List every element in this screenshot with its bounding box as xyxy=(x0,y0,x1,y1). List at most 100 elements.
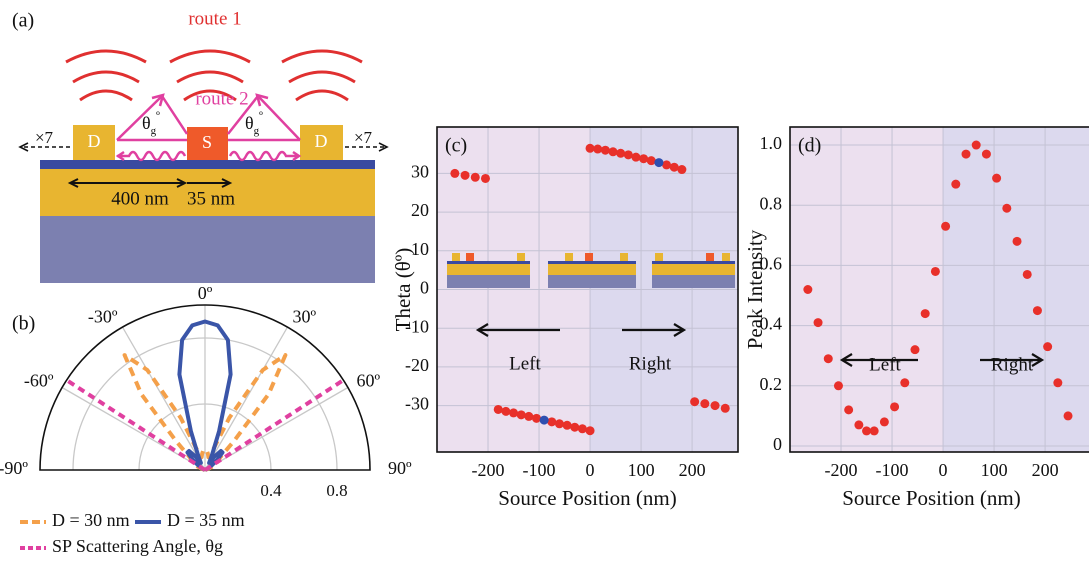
arc xyxy=(66,51,146,100)
panel-label: (b) xyxy=(12,313,35,335)
inset-block xyxy=(452,253,460,261)
y-tick-label: -30 xyxy=(405,394,429,414)
x-axis-label: Source Position (nm) xyxy=(842,486,1021,510)
data-point xyxy=(844,405,853,414)
x-tick-label: -100 xyxy=(523,460,556,480)
data-point xyxy=(601,146,610,155)
panel-label: (d) xyxy=(798,135,821,157)
data-point xyxy=(524,412,533,421)
theta-tick-label: -60º xyxy=(24,371,54,391)
annotation: Right xyxy=(629,353,672,374)
data-point xyxy=(631,153,640,162)
substrate xyxy=(40,216,375,283)
source-label: S xyxy=(202,132,212,152)
angle-sub: g xyxy=(254,125,260,137)
data-point xyxy=(880,417,889,426)
panel-label: (c) xyxy=(445,135,467,157)
annotation: Right xyxy=(991,354,1034,375)
data-point xyxy=(921,309,930,318)
data-point xyxy=(1043,342,1052,351)
angle-sup: º xyxy=(156,109,160,123)
inset-substrate xyxy=(447,275,530,288)
data-point xyxy=(854,420,863,429)
data-point xyxy=(677,165,686,174)
data-point xyxy=(931,267,940,276)
data-point xyxy=(654,158,663,167)
data-point xyxy=(586,426,595,435)
theta-tick-label: 0º xyxy=(198,283,213,303)
data-point xyxy=(570,423,579,432)
data-point xyxy=(992,174,1001,183)
x-tick-label: 200 xyxy=(1032,460,1059,480)
grid-spoke xyxy=(205,327,288,470)
x-tick-label: 0 xyxy=(586,460,595,480)
annotation: Left xyxy=(869,354,901,375)
route-label: route 2 xyxy=(195,88,248,109)
legend-label: D = 35 nm xyxy=(167,510,245,530)
data-point xyxy=(532,414,541,423)
y-tick-label: 0 xyxy=(773,434,782,454)
data-point xyxy=(517,410,526,419)
data-point xyxy=(662,160,671,169)
inset-block xyxy=(466,253,474,261)
x-tick-label: -200 xyxy=(472,460,505,480)
data-point xyxy=(803,285,812,294)
theta-tick-label: -30º xyxy=(88,307,118,327)
data-point xyxy=(616,149,625,158)
data-point xyxy=(862,426,871,435)
panel-label: (a) xyxy=(12,10,34,32)
angle-symbol: θ xyxy=(245,113,254,133)
x-tick-label: 100 xyxy=(981,460,1008,480)
data-point xyxy=(824,354,833,363)
inset-substrate xyxy=(652,275,735,288)
data-point xyxy=(481,174,490,183)
background-right xyxy=(943,127,1089,452)
theta-tick-label: 30º xyxy=(293,307,317,327)
metal-film xyxy=(40,160,375,169)
y-tick-label: 0 xyxy=(420,278,429,298)
data-point xyxy=(578,424,587,433)
x-tick-label: -100 xyxy=(876,460,909,480)
repeat-label: ×7 xyxy=(354,128,373,147)
x-tick-label: 100 xyxy=(628,460,655,480)
data-point xyxy=(962,150,971,159)
inset-gold xyxy=(548,264,636,275)
dimension-label: 35 nm xyxy=(187,188,235,209)
repeat-label: ×7 xyxy=(35,128,54,147)
data-point xyxy=(690,397,699,406)
inset-film xyxy=(447,261,530,264)
data-point xyxy=(721,404,730,413)
data-point xyxy=(540,416,549,425)
data-point xyxy=(1013,237,1022,246)
inset-film xyxy=(548,261,636,264)
wave xyxy=(230,152,299,160)
data-point xyxy=(982,150,991,159)
inset-block xyxy=(620,253,628,261)
x-axis-label: Source Position (nm) xyxy=(498,486,677,510)
angle-label: θgº xyxy=(142,109,160,137)
data-point xyxy=(700,399,709,408)
data-point xyxy=(494,405,503,414)
data-point xyxy=(1033,306,1042,315)
inset-gold xyxy=(447,264,530,275)
y-tick-label: 1.0 xyxy=(760,133,783,153)
inset-substrate xyxy=(548,275,636,288)
r-tick-label: 0.4 xyxy=(260,481,282,500)
annotation: Left xyxy=(509,353,541,374)
schematic-a: D S D route 2 route 1 θgº θgº ×7 xyxy=(20,8,387,283)
r-tick-label: 0.8 xyxy=(326,481,347,500)
data-point xyxy=(711,401,720,410)
detector-label: D xyxy=(88,131,101,151)
data-point xyxy=(555,419,564,428)
background-left xyxy=(790,127,943,452)
data-point xyxy=(647,156,656,165)
data-point xyxy=(972,141,981,150)
y-tick-label: 0.2 xyxy=(760,374,783,394)
data-point xyxy=(870,426,879,435)
inset-block xyxy=(585,253,593,261)
y-axis-label: Peak Intensity xyxy=(743,229,767,349)
grid-spoke xyxy=(123,327,206,470)
inset-block xyxy=(706,253,714,261)
